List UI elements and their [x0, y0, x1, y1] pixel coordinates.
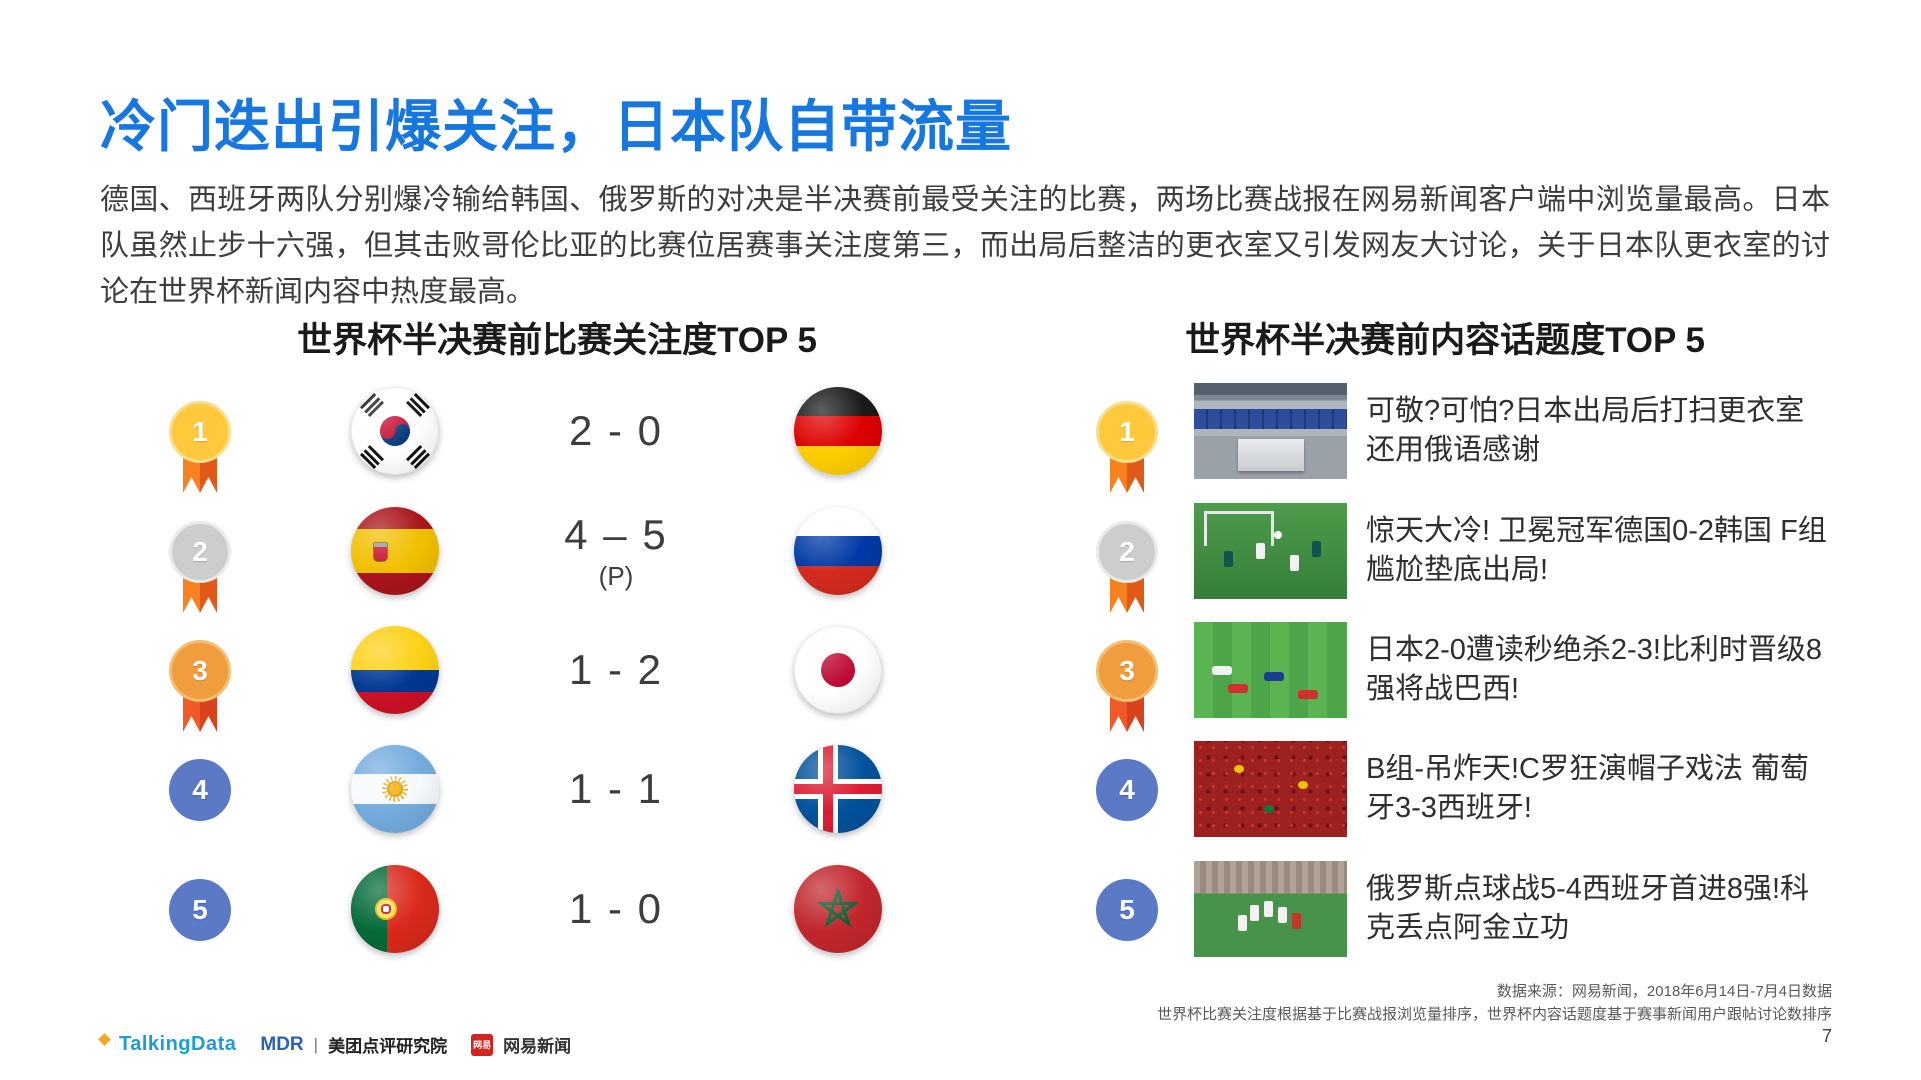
news-headline: 俄罗斯点球战5-4西班牙首进8强!科克丢点阿金立功	[1366, 872, 1810, 944]
page-title: 冷门迭出引爆关注，日本队自带流量	[100, 95, 1012, 158]
flag-south-korea-icon	[351, 387, 439, 475]
score-block: 1 - 0	[520, 849, 712, 969]
news-item-2: 2 惊天大冷! 卫冕冠军德国0-2韩国 F组尴尬垫底出局!	[1063, 491, 1853, 613]
talkingdata-logo-icon	[98, 1033, 111, 1046]
talkingdata-logo: TalkingData	[119, 1033, 237, 1055]
japan-sun-icon	[821, 653, 855, 687]
match-score: 1 - 1	[568, 765, 664, 812]
news-headline: B组-吊炸天!C罗狂演帽子戏法 葡萄牙3-3西班牙!	[1366, 752, 1810, 824]
rank-4-badge: 4	[1095, 759, 1159, 859]
flag-iceland-icon	[794, 745, 882, 833]
news-headline: 惊天大冷! 卫冕冠军德国0-2韩国 F组尴尬垫底出局!	[1366, 514, 1827, 586]
rank-3-medal: 3	[168, 640, 232, 740]
score-block: 4 – 5 (P)	[520, 491, 712, 611]
rank-number: 5	[169, 879, 231, 941]
rank-1-medal: 1	[1095, 401, 1159, 501]
rank-4-badge: 4	[168, 759, 232, 859]
flag-argentina-icon	[351, 745, 439, 833]
news-item-4: 4 B组-吊炸天!C罗狂演帽子戏法 葡萄牙3-3西班牙!	[1063, 729, 1853, 849]
rank-3-medal: 3	[1095, 640, 1159, 740]
body-paragraph: 德国、西班牙两队分别爆冷输给韩国、俄罗斯的对决是半决赛前最受关注的比赛，两场比赛…	[100, 184, 1830, 308]
rank-number: 4	[1096, 759, 1158, 821]
data-source-note: 数据来源：网易新闻，2018年6月14日-7月4日数据	[1496, 983, 1832, 1000]
news-headline: 可敬?可怕?日本出局后打扫更衣室 还用俄语感谢	[1366, 394, 1805, 466]
morocco-star-icon	[818, 889, 858, 928]
match-score: 2 - 0	[568, 407, 664, 454]
rank-number: 1	[1096, 401, 1158, 463]
flag-russia-icon	[794, 507, 882, 595]
rank-2-medal: 2	[1095, 521, 1159, 621]
flag-germany-icon	[794, 387, 882, 475]
footer-logos: TalkingData MDR | 美团点评研究院 网易 网易新闻	[98, 1032, 572, 1057]
news-thumbnail-portugal-fans	[1194, 741, 1347, 837]
rank-1-medal: 1	[168, 401, 232, 501]
score-block: 1 - 2	[520, 610, 712, 730]
mdr-logo: MDR	[260, 1033, 304, 1055]
match-row-4: 4 1 - 1	[100, 729, 960, 849]
rank-number: 3	[1096, 640, 1158, 702]
news-thumbnail-russia-celebration	[1194, 861, 1347, 957]
meituan-dianping-institute-logo: 美团点评研究院	[328, 1037, 448, 1056]
rank-number: 4	[169, 759, 231, 821]
news-headline: 日本2-0遭读秒绝杀2-3!比利时晋级8强将战巴西!	[1366, 633, 1823, 705]
flag-spain-icon	[351, 507, 439, 595]
match-score: 1 - 2	[568, 646, 664, 693]
rank-number: 1	[169, 401, 231, 463]
rank-number: 2	[1096, 521, 1158, 583]
penalty-note: (P)	[598, 560, 634, 591]
match-row-5: 5 1 - 0	[100, 849, 960, 969]
match-row-1: 1 2 - 0	[100, 371, 960, 493]
rank-number: 2	[169, 521, 231, 583]
netease-news-logo: 网易新闻	[503, 1037, 572, 1056]
flag-japan-icon	[794, 626, 882, 714]
score-block: 1 - 1	[520, 729, 712, 849]
rank-5-badge: 5	[168, 879, 232, 979]
rank-5-badge: 5	[1095, 879, 1159, 979]
right-section-title: 世界杯半决赛前内容话题度TOP 5	[1185, 321, 1705, 360]
match-row-2: 2 4 – 5 (P)	[100, 491, 960, 613]
methodology-note: 世界杯比赛关注度根据基于比赛战报浏览量排序，世界杯内容话题度基于赛事新闻用户跟帖…	[1156, 1006, 1832, 1023]
portugal-emblem-icon	[375, 898, 397, 920]
rank-number: 3	[169, 640, 231, 702]
news-item-1: 1 可敬?可怕?日本出局后打扫更衣室 还用俄语感谢	[1063, 371, 1853, 493]
news-thumbnail-japan-belgium	[1194, 622, 1347, 718]
match-row-3: 3 1 - 2	[100, 610, 960, 732]
flag-morocco-icon	[794, 865, 882, 953]
flag-colombia-icon	[351, 626, 439, 714]
news-item-3: 3 日本2-0遭读秒绝杀2-3!比利时晋级8强将战巴西!	[1063, 610, 1853, 732]
rank-number: 5	[1096, 879, 1158, 941]
news-thumbnail-germany-korea	[1194, 503, 1347, 599]
netease-logo-icon: 网易	[471, 1033, 494, 1056]
left-section-title: 世界杯半决赛前比赛关注度TOP 5	[297, 321, 817, 360]
page-number: 7	[1821, 1026, 1832, 1046]
news-thumbnail-locker-room	[1194, 383, 1347, 479]
news-item-5: 5 俄罗斯点球战5-4西班牙首进8强!科克丢点阿金立功	[1063, 849, 1853, 969]
match-score: 4 – 5	[564, 510, 668, 558]
rank-2-medal: 2	[168, 521, 232, 621]
match-score: 1 - 0	[568, 885, 664, 932]
score-block: 2 - 0	[520, 371, 712, 491]
logo-divider: |	[313, 1034, 319, 1054]
flag-portugal-icon	[351, 865, 439, 953]
sun-of-may-icon	[387, 781, 403, 797]
spain-crest-icon	[373, 542, 388, 562]
